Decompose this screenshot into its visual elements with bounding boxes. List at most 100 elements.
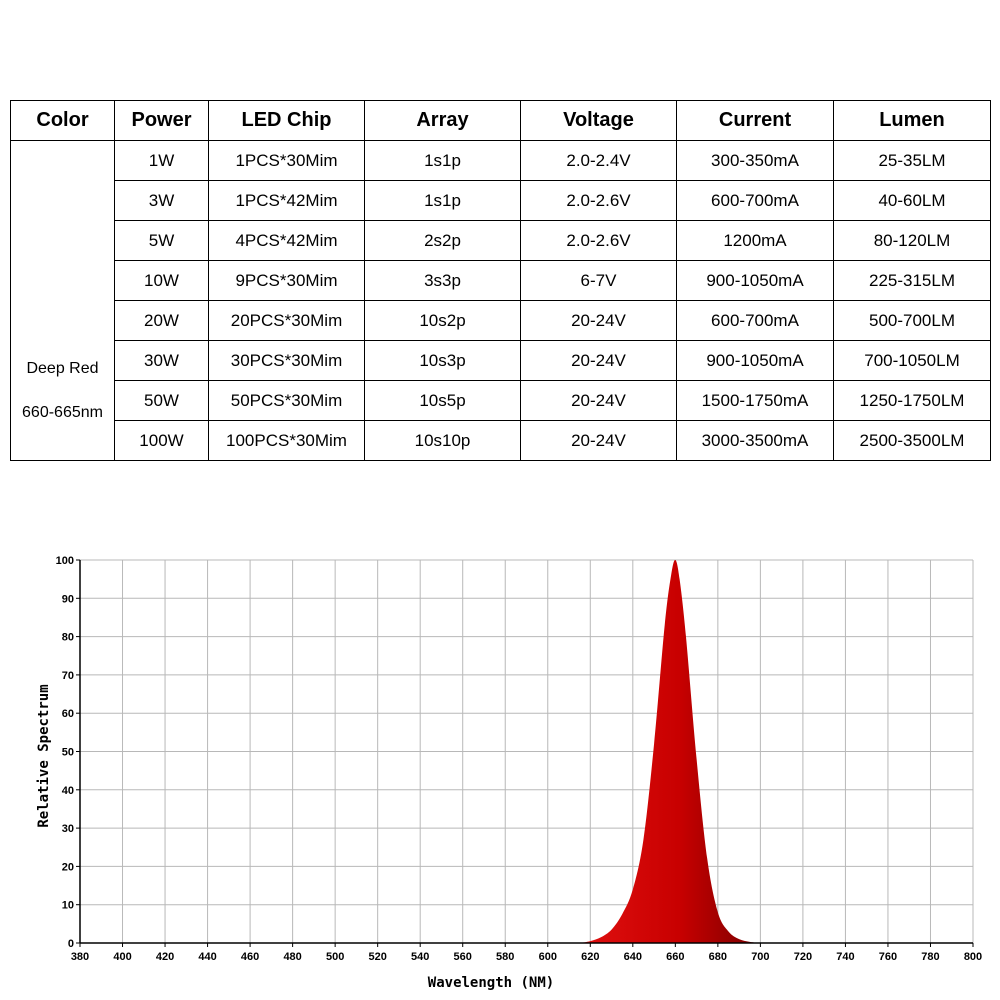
x-tick-label: 500 [326,951,344,963]
x-tick-label: 580 [496,951,514,963]
x-tick-label: 400 [113,951,131,963]
x-tick-label: 540 [411,951,429,963]
x-tick-label: 760 [879,951,897,963]
cell-led-chip: 9PCS*30Mim [208,260,365,301]
header-led-chip: LED Chip [208,100,365,141]
table-row: 30W 30PCS*30Mim 10s3p 20-24V 900-1050mA 700-1… [11,340,991,381]
cell-voltage: 2.0-2.6V [520,220,677,261]
x-tick-label: 460 [241,951,259,963]
table-header-row: Color Power LED Chip Array Voltage Curre… [10,100,991,141]
y-tick-label: 10 [62,900,74,912]
cell-power: 3W [114,180,209,221]
cell-power: 1W [114,140,209,181]
cell-led-chip: 1PCS*30Mim [208,140,365,181]
color-name: Deep Red [26,359,99,377]
table-row: 3W 1PCS*42Mim 1s1p 2.0-2.6V 600-700mA 40-60LM [11,180,991,221]
x-tick-label: 620 [581,951,599,963]
cell-lumen: 225-315LM [833,260,991,301]
table-row: 5W 4PCS*42Mim 2s2p 2.0-2.6V 1200mA 80-120LM [11,220,991,261]
x-tick-label: 800 [964,951,982,963]
cell-voltage: 2.0-2.6V [520,180,677,221]
y-tick-label: 30 [62,823,74,835]
cell-array: 10s5p [364,380,521,421]
cell-current: 1200mA [676,220,834,261]
cell-array: 3s3p [364,260,521,301]
cell-current: 1500-1750mA [676,380,834,421]
cell-lumen: 40-60LM [833,180,991,221]
table-row: 20W 20PCS*30Mim 10s2p 20-24V 600-700mA 500-70… [11,300,991,341]
cell-power: 30W [114,340,209,381]
cell-led-chip: 4PCS*42Mim [208,220,365,261]
cell-voltage: 2.0-2.4V [520,140,677,181]
cell-current: 3000-3500mA [676,420,834,461]
header-voltage: Voltage [520,100,677,141]
x-tick-label: 700 [751,951,769,963]
cell-led-chip: 50PCS*30Mim [208,380,365,421]
x-tick-label: 640 [624,951,642,963]
x-tick-label: 600 [539,951,557,963]
table-row: 10W 9PCS*30Mim 3s3p 6-7V 900-1050mA 225-315LM [11,260,991,301]
cell-current: 600-700mA [676,300,834,341]
header-power: Power [114,100,209,141]
y-axis-title: Relative Spectrum [36,684,52,827]
chart-axes: 0 10 20 30 40 50 60 70 80 90 100 380 400 420 440 460 480… [56,555,983,963]
cell-lumen: 1250-1750LM [833,380,991,421]
cell-array: 1s1p [364,140,521,181]
x-tick-label: 740 [836,951,854,963]
cell-voltage: 6-7V [520,260,677,301]
y-tick-label: 40 [62,785,74,797]
y-tick-label: 100 [56,555,74,567]
cell-led-chip: 100PCS*30Mim [208,420,365,461]
cell-lumen: 25-35LM [833,140,991,181]
cell-lumen: 2500-3500LM [833,420,991,461]
cell-power: 100W [114,420,209,461]
cell-power: 50W [114,380,209,421]
cell-lumen: 700-1050LM [833,340,991,381]
cell-array: 1s1p [364,180,521,221]
cell-led-chip: 20PCS*30Mim [208,300,365,341]
x-tick-label: 520 [368,951,386,963]
y-tick-label: 80 [62,632,74,644]
y-tick-label: 70 [62,670,74,682]
table-row: 100W 100PCS*30Mim 10s10p 20-24V 3000-3500mA 2… [11,420,991,461]
spectrum-area [579,559,761,943]
cell-lumen: 80-120LM [833,220,991,261]
cell-array: 10s3p [364,340,521,381]
table-body: Deep Red 660-665nm 1W 1PCS*30Mim 1s1p 2.0-2.4… [10,140,991,461]
y-tick-label: 50 [62,747,74,759]
table-row: 50W 50PCS*30Mim 10s5p 20-24V 1500-1750mA 1250… [11,380,991,421]
x-tick-label: 720 [794,951,812,963]
cell-array: 2s2p [364,220,521,261]
cell-current: 900-1050mA [676,340,834,381]
cell-current: 900-1050mA [676,260,834,301]
cell-power: 20W [114,300,209,341]
y-tick-label: 20 [62,861,74,873]
header-current: Current [676,100,834,141]
x-tick-label: 420 [156,951,174,963]
cell-voltage: 20-24V [520,380,677,421]
cell-current: 600-700mA [676,180,834,221]
y-tick-label: 0 [68,938,74,950]
x-tick-label: 660 [666,951,684,963]
x-tick-label: 480 [283,951,301,963]
x-tick-label: 380 [71,951,89,963]
cell-voltage: 20-24V [520,300,677,341]
header-color: Color [10,100,115,141]
cell-voltage: 20-24V [520,420,677,461]
x-tick-label: 680 [709,951,727,963]
cell-power: 10W [114,260,209,301]
y-tick-label: 90 [62,593,74,605]
x-tick-label: 780 [921,951,939,963]
y-tick-label: 60 [62,708,74,720]
cell-array: 10s2p [364,300,521,341]
spec-table: Color Power LED Chip Array Voltage Curre… [10,100,991,461]
cell-array: 10s10p [364,420,521,461]
color-cell: Deep Red 660-665nm [10,140,115,461]
x-tick-label: 440 [198,951,216,963]
header-lumen: Lumen [833,100,991,141]
x-tick-label: 560 [454,951,472,963]
cell-current: 300-350mA [676,140,834,181]
cell-led-chip: 30PCS*30Mim [208,340,365,381]
x-axis-title: Wavelength (NM) [428,975,554,991]
cell-voltage: 20-24V [520,340,677,381]
